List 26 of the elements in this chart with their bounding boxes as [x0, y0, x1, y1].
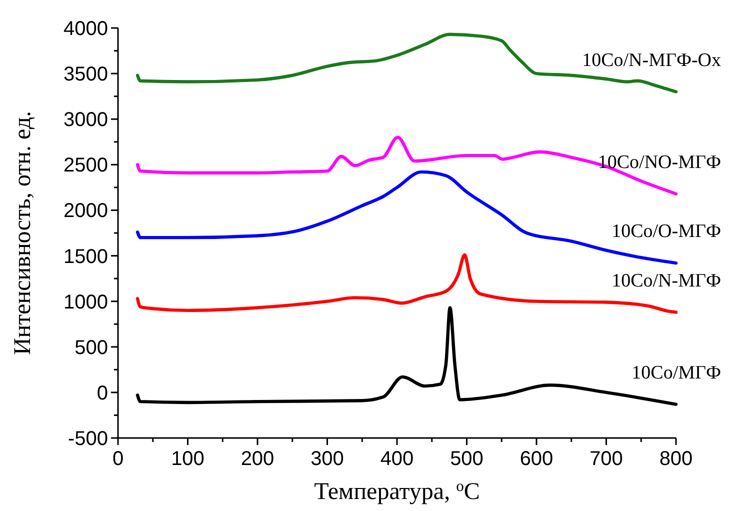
x-axis-title: Температура, $^{o}$C [314, 478, 480, 505]
y-tick-label: 0 [96, 382, 108, 404]
series-label: 10Co/МГФ [632, 362, 721, 384]
series-label: 10Co/NO-МГФ [598, 152, 721, 173]
series-label: 10Co/N-МГФ [612, 270, 721, 292]
y-tick-label: 500 [74, 336, 108, 359]
y-tick-label: 1000 [64, 291, 108, 314]
x-tick-label: 800 [659, 448, 693, 470]
x-tick-label: 700 [590, 448, 623, 470]
y-tick-label: 2000 [64, 200, 108, 222]
y-tick-label: 3000 [64, 109, 108, 132]
series-label: 10Co/N-МГФ-Ox [582, 50, 722, 71]
x-tick-label: 0 [112, 448, 124, 470]
y-tick-label: 1500 [64, 246, 108, 268]
x-tick-label: 400 [380, 448, 414, 470]
x-tick-label: 300 [310, 448, 344, 470]
y-tick-label: -500 [68, 428, 108, 450]
y-tick-label: 2500 [64, 154, 108, 177]
y-axis-title: Интенсивность, отн. ед. [10, 110, 36, 356]
y-tick-label: 4000 [64, 18, 108, 40]
x-tick-label: 100 [171, 448, 204, 470]
x-tick-label: 200 [240, 448, 274, 470]
series-label: 10Co/O-МГФ [612, 221, 721, 242]
y-tick-label: 3500 [64, 64, 108, 86]
x-tick-label: 600 [520, 448, 554, 470]
x-tick-label: 500 [450, 448, 484, 470]
